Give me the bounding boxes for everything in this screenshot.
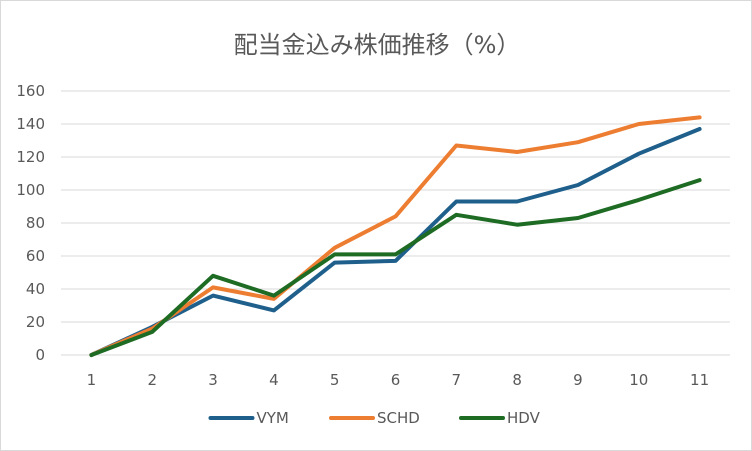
y-tick-label: 80 (26, 214, 45, 232)
x-tick-label: 9 (573, 371, 583, 389)
x-tick-label: 5 (330, 371, 340, 389)
series-line-hdv (89, 178, 702, 357)
legend-item-hdv: HDV (459, 409, 541, 427)
x-axis-ticks: 1 2 3 4 5 6 7 8 9 10 11 (87, 371, 710, 389)
y-tick-label: 20 (26, 313, 45, 331)
y-tick-label: 140 (16, 115, 45, 133)
x-tick-label: 2 (147, 371, 157, 389)
series-line-vym (89, 127, 702, 357)
y-tick-label: 120 (16, 148, 45, 166)
y-tick-label: 40 (26, 280, 45, 298)
series-line-schd (89, 115, 702, 357)
y-tick-label: 160 (16, 82, 45, 100)
x-tick-label: 7 (452, 371, 462, 389)
legend-item-vym: VYM (208, 409, 289, 427)
x-tick-label: 1 (87, 371, 97, 389)
legend-item-schd: SCHD (329, 409, 420, 427)
x-tick-label: 8 (512, 371, 522, 389)
x-tick-label: 3 (208, 371, 218, 389)
y-tick-label: 100 (16, 181, 45, 199)
legend: VYM SCHD HDV (208, 409, 541, 427)
legend-label: SCHD (377, 409, 420, 427)
y-tick-label: 0 (35, 346, 45, 364)
x-tick-label: 4 (269, 371, 279, 389)
y-axis-ticks: 0 20 40 60 80 100 120 140 160 (16, 82, 45, 364)
y-tick-label: 60 (26, 247, 45, 265)
x-tick-label: 11 (690, 371, 709, 389)
x-tick-label: 10 (629, 371, 648, 389)
series-layer (89, 115, 702, 357)
legend-label: VYM (257, 409, 289, 427)
x-tick-label: 6 (391, 371, 401, 389)
grid-layer (61, 90, 730, 356)
legend-label: HDV (507, 409, 541, 427)
chart-title: 配当金込み株価推移（%） (234, 31, 521, 59)
